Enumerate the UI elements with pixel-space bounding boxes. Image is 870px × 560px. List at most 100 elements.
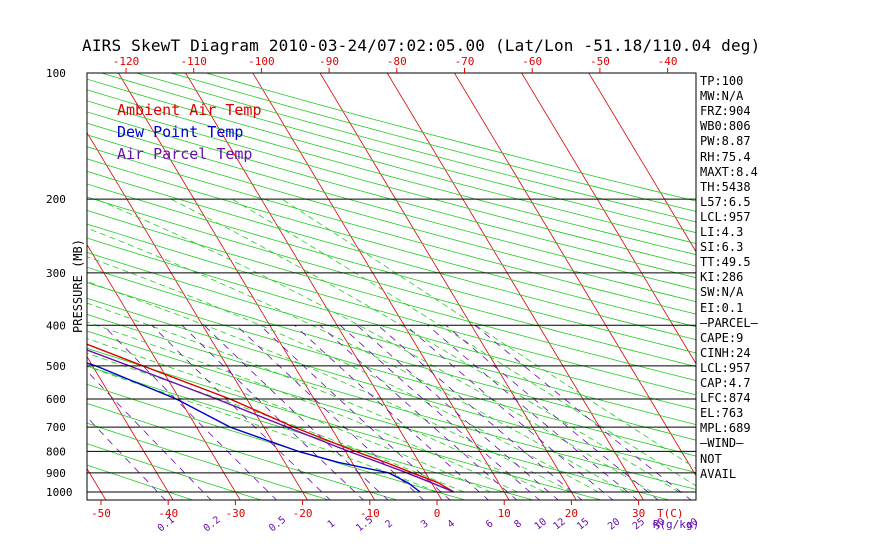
pressure-tick-label: 700 bbox=[46, 421, 66, 434]
temp-tick-label-bottom: 30 bbox=[632, 507, 645, 520]
index-item: CAP:4.7 bbox=[700, 376, 751, 390]
dry-adiabat-line bbox=[87, 89, 696, 256]
index-item: MW:N/A bbox=[700, 89, 744, 104]
isotherm-line bbox=[521, 73, 696, 365]
temp-tick-label-bottom: -20 bbox=[293, 507, 313, 520]
isotherm-line bbox=[0, 54, 39, 501]
dry-adiabat-line bbox=[87, 146, 696, 315]
dry-adiabat-line bbox=[87, 365, 535, 500]
legend-dewpoint: Dew Point Temp bbox=[117, 123, 244, 141]
temp-tick-label-top: -50 bbox=[590, 55, 610, 68]
index-item: KI:286 bbox=[700, 270, 744, 285]
temp-tick-label-bottom: 20 bbox=[565, 507, 578, 520]
pressure-tick-label: 800 bbox=[46, 445, 66, 458]
mixing-ratio-line bbox=[319, 325, 518, 500]
index-item: —PARCEL— bbox=[700, 315, 758, 330]
index-item: TP:100 bbox=[700, 74, 744, 88]
dry-adiabat-line bbox=[87, 158, 696, 328]
dry-adiabat-line bbox=[87, 183, 696, 354]
temp-tick-label-top: -100 bbox=[248, 55, 275, 68]
temp-tick-label-top: -110 bbox=[180, 55, 207, 68]
y-axis-label: PRESSURE (MB) bbox=[71, 239, 85, 333]
moist-adiabat-line bbox=[87, 321, 518, 493]
mixing-ratio-line bbox=[236, 325, 425, 500]
moist-adiabat-line bbox=[87, 338, 491, 493]
dry-adiabat-line bbox=[87, 122, 696, 291]
mixing-ratio-line bbox=[181, 325, 365, 500]
index-item: SW:N/A bbox=[700, 285, 744, 300]
index-item: EL:763 bbox=[700, 406, 744, 421]
temp-tick-label-top: -120 bbox=[113, 55, 140, 68]
isotherm-line bbox=[386, 73, 644, 500]
dry-adiabat-line bbox=[87, 297, 696, 473]
mixing-ratio-line bbox=[377, 324, 583, 500]
pressure-tick-label: 900 bbox=[46, 467, 66, 480]
dewpoint-line bbox=[87, 362, 421, 493]
index-item: TT:49.5 bbox=[700, 255, 751, 270]
index-item: TH:5438 bbox=[700, 179, 751, 194]
mixing-ratio-label: 1 bbox=[326, 518, 338, 530]
temp-tick-label-top: -60 bbox=[522, 55, 542, 68]
index-item: AVAIL bbox=[700, 466, 737, 481]
isotherm-line bbox=[87, 355, 174, 500]
chart-title: AIRS SkewT Diagram 2010-03-24/07:02:05.0… bbox=[82, 36, 761, 55]
temp-tick-label-bottom: -50 bbox=[91, 507, 111, 520]
dry-adiabat-line bbox=[87, 209, 696, 381]
index-item: RH:75.4 bbox=[700, 149, 751, 164]
mixing-ratio-label: 3 bbox=[419, 518, 431, 530]
isotherm-line bbox=[117, 73, 376, 500]
index-item: MAXT:8.4 bbox=[700, 164, 758, 179]
index-item: SI:6.3 bbox=[700, 240, 744, 255]
dry-adiabat-line bbox=[87, 78, 696, 244]
mixing-ratio-label: 2 bbox=[383, 518, 395, 530]
index-item: CINH:24 bbox=[700, 345, 751, 360]
mixing-ratio-label: 8 bbox=[512, 518, 524, 530]
mixing-ratio-label: 10 bbox=[533, 516, 549, 532]
parcel-temp-line bbox=[87, 349, 455, 493]
isotherm-line bbox=[588, 73, 696, 253]
temp-tick-label-bottom: -30 bbox=[225, 507, 245, 520]
mixing-ratio-label: 20 bbox=[606, 516, 622, 532]
legend-parcel: Air Parcel Temp bbox=[117, 145, 253, 163]
index-item: LCL:957 bbox=[700, 209, 751, 224]
temp-tick-label-bottom: 0 bbox=[434, 507, 441, 520]
mixing-ratio-line bbox=[445, 324, 659, 500]
index-item: LI:4.3 bbox=[700, 225, 744, 239]
dry-adiabat-line bbox=[87, 313, 696, 490]
mixing-ratio-label: 0.2 bbox=[202, 515, 223, 535]
index-item: L57:6.5 bbox=[700, 194, 751, 209]
mixing-ratio-line bbox=[203, 325, 389, 500]
temp-tick-label-top: -70 bbox=[455, 55, 475, 68]
dry-adiabat-line bbox=[87, 170, 696, 341]
pressure-tick-label: 200 bbox=[46, 193, 66, 206]
dry-adiabat-line bbox=[87, 111, 696, 279]
mixing-ratio-label: 0.5 bbox=[267, 514, 288, 534]
mixing-ratio-line bbox=[339, 325, 541, 500]
index-item: PW:8.87 bbox=[700, 134, 751, 149]
ambient-temp-line bbox=[87, 343, 455, 493]
dry-adiabat-line bbox=[87, 403, 399, 500]
dry-adiabat-line bbox=[87, 383, 467, 500]
mixing-ratio-line bbox=[427, 324, 639, 500]
temp-tick-label-bottom: -40 bbox=[158, 507, 178, 520]
moist-adiabat-line bbox=[231, 198, 696, 487]
mixing-ratio-line bbox=[87, 416, 166, 500]
mixing-ratio-line bbox=[102, 325, 278, 500]
mixing-ratio-label: 6 bbox=[484, 518, 496, 530]
mixing-ratio-line bbox=[405, 324, 614, 500]
pressure-tick-label: 300 bbox=[46, 267, 66, 280]
temp-tick-label-bottom: -10 bbox=[360, 507, 380, 520]
mixing-ratio-line bbox=[474, 324, 692, 500]
index-item: LCL:957 bbox=[700, 360, 751, 375]
mixing-ratio-unit: R(g/kg) bbox=[653, 518, 699, 531]
isotherm-line bbox=[319, 73, 577, 500]
pressure-tick-label: 1000 bbox=[46, 486, 73, 499]
index-item: EI:0.1 bbox=[700, 300, 744, 315]
dry-adiabat-line bbox=[87, 100, 696, 267]
isotherm-line bbox=[87, 131, 308, 500]
pressure-tick-label: 500 bbox=[46, 360, 66, 373]
mixing-ratio-line bbox=[87, 370, 212, 500]
dry-adiabat-line bbox=[87, 464, 195, 500]
temp-tick-label-bottom: 10 bbox=[498, 507, 511, 520]
isotherm-line bbox=[252, 73, 510, 500]
